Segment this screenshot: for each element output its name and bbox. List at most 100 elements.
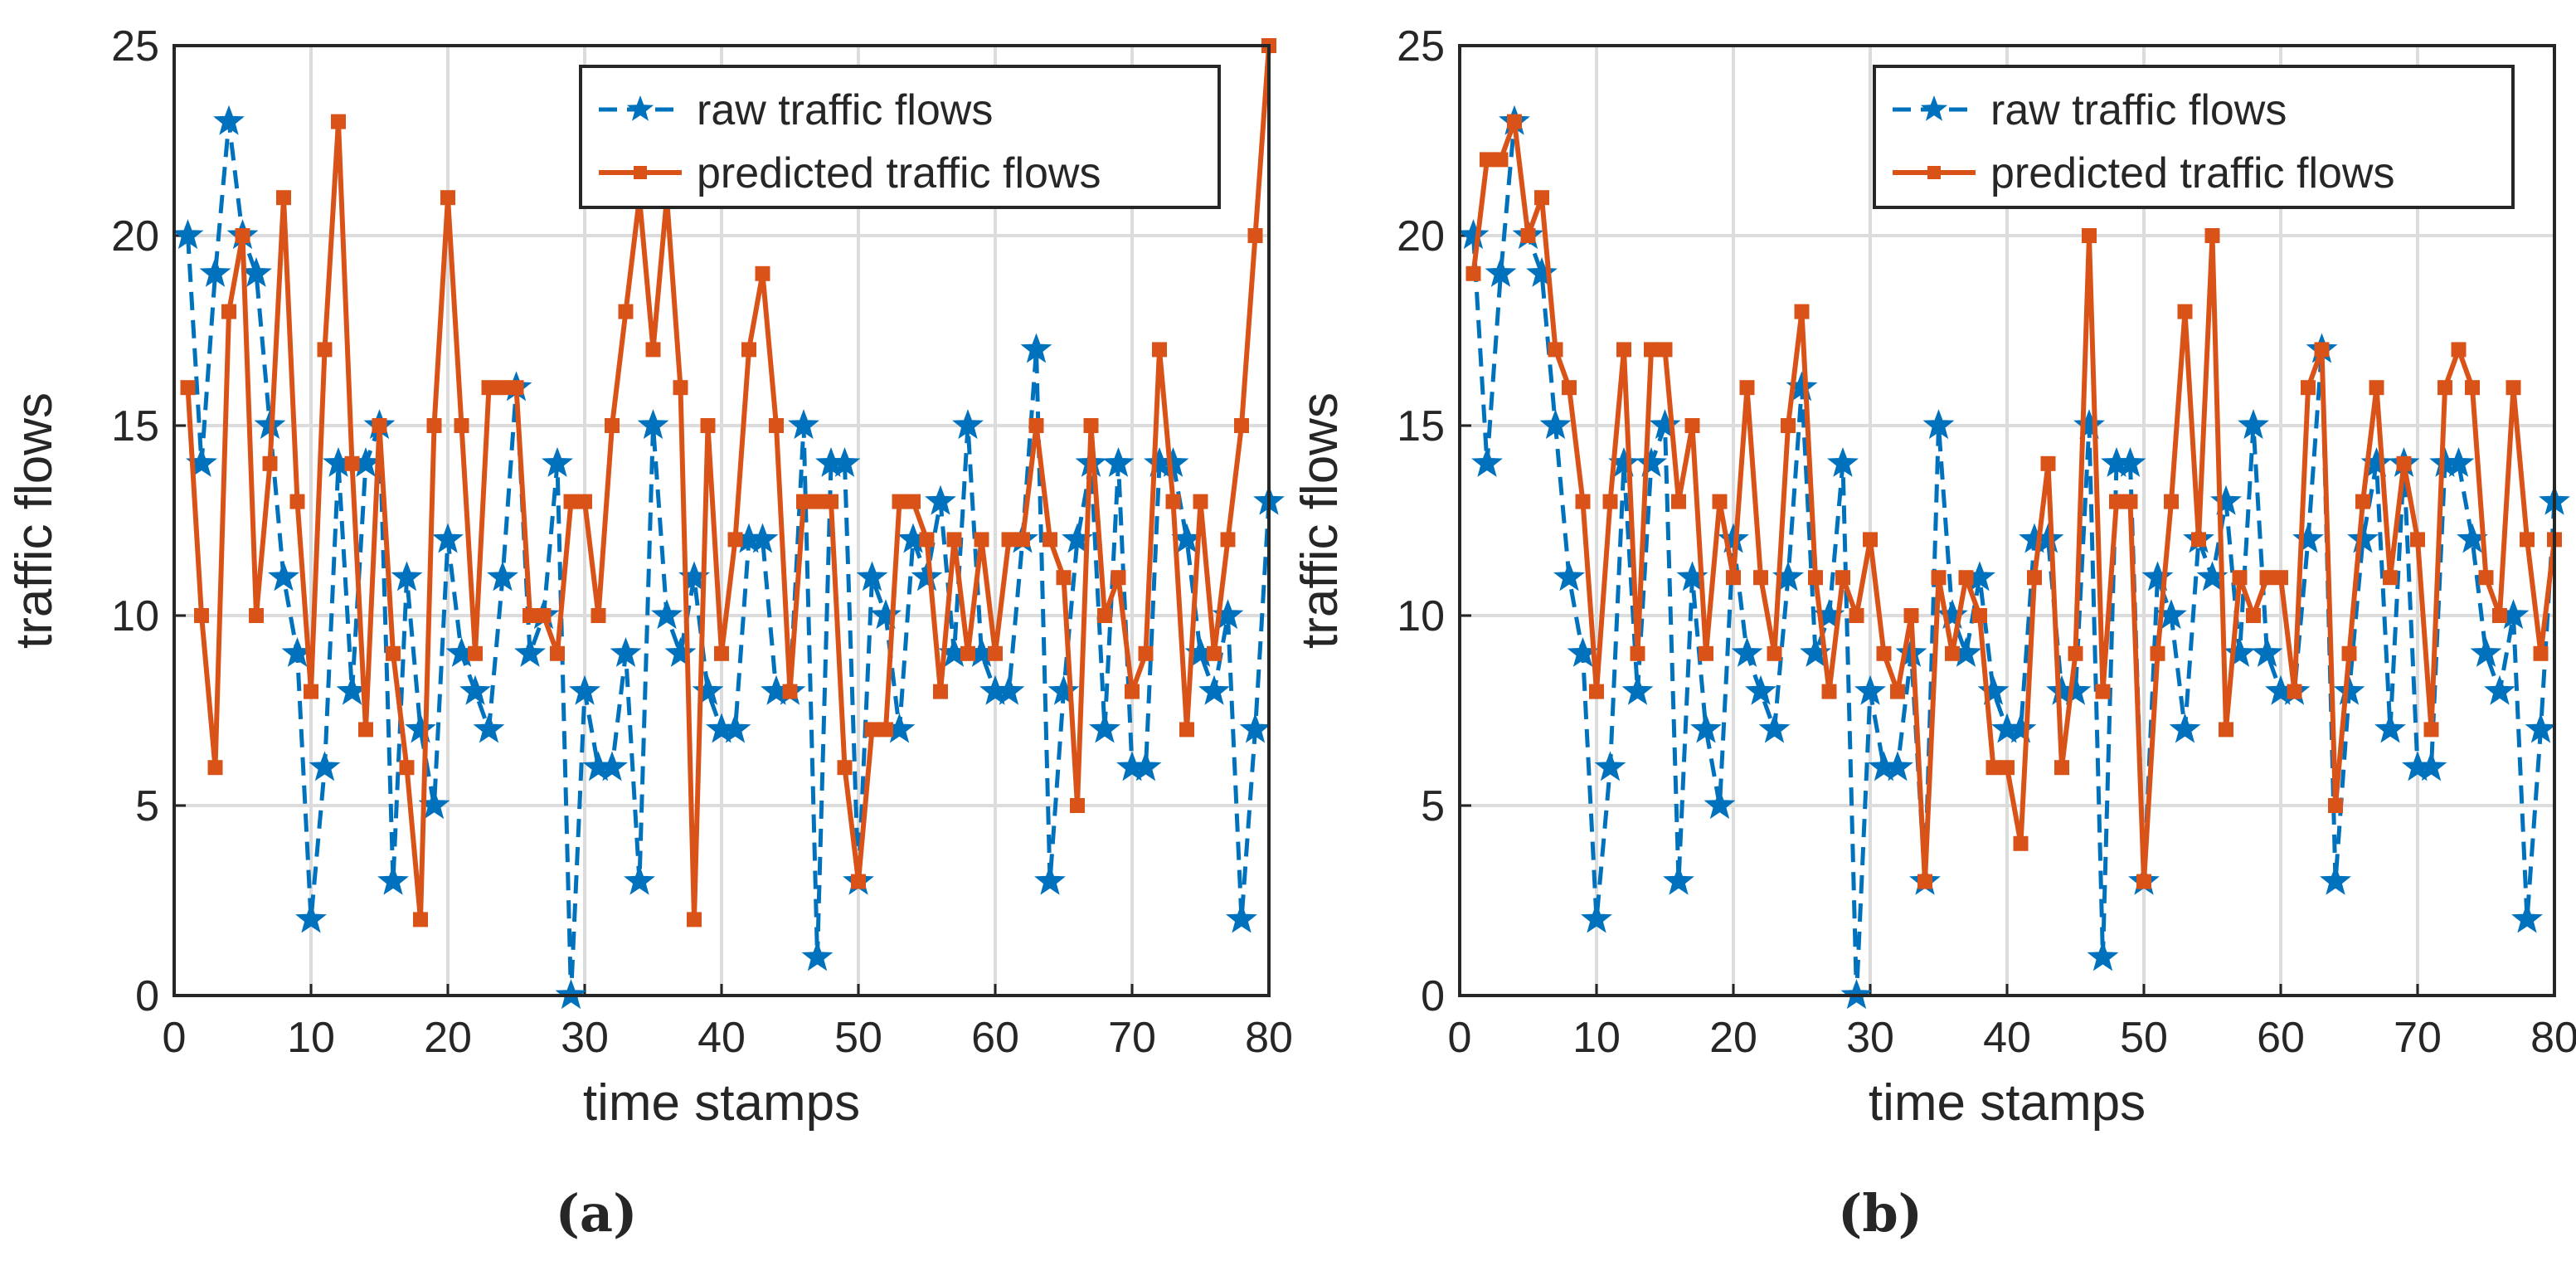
y-tick-label: 20 (1397, 212, 1445, 260)
y-tick-label: 20 (111, 212, 159, 260)
data-point-star (2141, 561, 2174, 592)
data-point-square (673, 380, 688, 396)
data-point-square (2465, 380, 2480, 396)
data-point-star (2087, 941, 2119, 971)
data-point-square (2068, 645, 2083, 661)
data-point-square (1726, 570, 1741, 586)
data-point-square (1589, 684, 1604, 699)
data-point-square (2314, 342, 2330, 358)
data-point-square (194, 608, 209, 623)
data-point-square (344, 455, 360, 471)
x-tick-label: 70 (2394, 1014, 2442, 1062)
data-point-square (1835, 570, 1850, 586)
data-point-square (207, 760, 223, 776)
data-point-square (2164, 494, 2179, 509)
data-point-square (262, 455, 278, 471)
data-point-star (1130, 751, 1162, 781)
data-point-star (2470, 636, 2502, 667)
data-point-star (1882, 751, 1913, 781)
data-point-star (2251, 636, 2283, 667)
data-point-star (746, 523, 779, 553)
data-point-square (851, 874, 866, 889)
data-point-square (2410, 532, 2425, 548)
data-point-star (2442, 446, 2475, 477)
data-point-square (221, 304, 236, 319)
data-point-square (2383, 570, 2398, 586)
axes-box (173, 44, 1271, 997)
series-line (186, 119, 1271, 998)
data-point-star (459, 674, 491, 705)
data-point-square (1808, 570, 1823, 586)
data-point-square (2259, 570, 2275, 586)
x-tick-label: 70 (1108, 1014, 1156, 1062)
data-point-square (2027, 570, 2042, 586)
data-point-star (1854, 674, 1886, 705)
data-point-square (1849, 608, 1864, 623)
data-point-star (295, 903, 327, 933)
data-point-square (1931, 570, 1947, 586)
data-point-square (1863, 532, 1878, 548)
data-point-square (1165, 494, 1181, 509)
data-point-square (1043, 532, 1057, 548)
data-point-star (1226, 903, 1257, 933)
data-point-square (1657, 342, 1673, 358)
data-point-star (719, 713, 751, 743)
y-tick-label: 25 (1397, 22, 1445, 71)
data-point-star (473, 713, 505, 743)
y-tick-label: 5 (1421, 782, 1445, 830)
data-point-square (919, 532, 935, 548)
data-point-square (2136, 874, 2151, 889)
data-point-star (1621, 674, 1654, 705)
data-point-square (1671, 494, 1686, 509)
data-point-star (432, 523, 464, 553)
data-point-square (2369, 380, 2384, 396)
data-point-square (687, 912, 702, 927)
data-point-square (700, 418, 716, 433)
data-point-square (933, 684, 948, 699)
y-tick-label: 0 (135, 972, 159, 1020)
data-point-square (1575, 494, 1591, 509)
data-point-square (522, 608, 537, 623)
data-point-star (610, 636, 642, 667)
data-point-star (1594, 751, 1626, 781)
chart-panel-a: 0 10 20 30 40 50 60 70 80 0 5 10 15 20 25 time stamps tr… (6, 22, 1293, 1132)
legend-marker-square (1927, 166, 1941, 179)
data-point-square (550, 645, 565, 661)
data-point-star (651, 599, 683, 630)
data-point-star (2415, 751, 2447, 781)
legend-label: predicted traffic flows (697, 149, 1101, 197)
data-point-square (2246, 608, 2261, 623)
data-point-square (2273, 570, 2288, 586)
data-point-square (591, 608, 606, 623)
data-point-square (2082, 228, 2097, 243)
y-axis-label: traffic flows (6, 392, 63, 649)
data-point-star (1745, 674, 1776, 705)
data-point-star (1526, 256, 1558, 287)
data-point-star (199, 256, 231, 287)
data-point-star (1663, 864, 1694, 895)
data-point-square (399, 760, 415, 776)
data-point-square (289, 494, 305, 509)
data-point-square (1207, 645, 1222, 661)
data-point-square (946, 532, 962, 548)
data-point-square (1247, 228, 1263, 243)
data-point-square (1699, 645, 1713, 661)
data-point-square (317, 342, 333, 358)
data-point-star (2005, 713, 2037, 743)
data-point-square (1234, 418, 1249, 433)
data-point-square (906, 494, 921, 509)
data-point-square (960, 645, 975, 661)
data-point-star (911, 561, 943, 592)
data-point-square (2219, 722, 2233, 738)
data-point-star (1649, 409, 1681, 440)
data-point-square (1972, 608, 1987, 623)
data-point-square (2328, 798, 2343, 813)
data-point-square (468, 645, 483, 661)
data-point-star (1758, 713, 1791, 743)
data-point-square (782, 684, 798, 699)
data-point-square (727, 532, 743, 548)
data-point-star (1457, 219, 1490, 250)
data-point-star (1485, 256, 1517, 287)
data-point-square (755, 265, 770, 281)
